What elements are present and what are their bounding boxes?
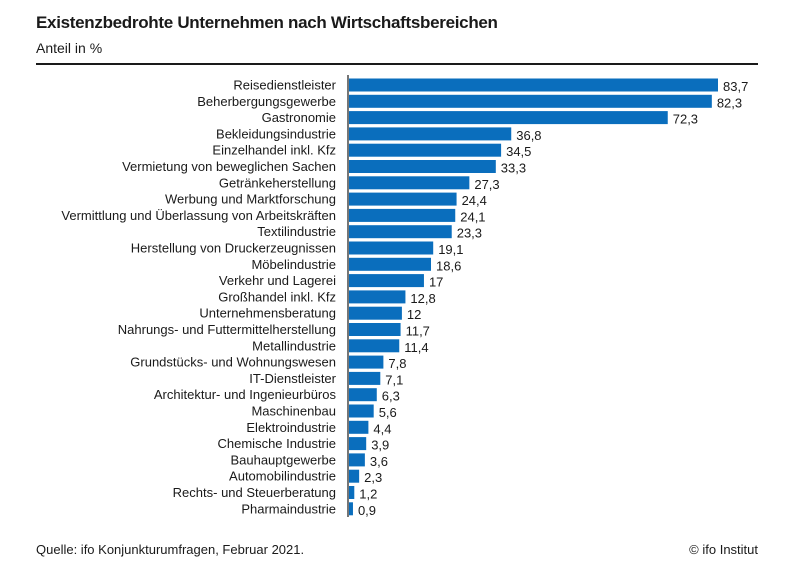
category-label: Bauhauptgewerbe xyxy=(230,452,336,467)
data-label: 5,6 xyxy=(379,405,397,420)
data-label: 24,1 xyxy=(460,209,485,224)
category-label: Elektroindustrie xyxy=(246,420,336,435)
chart-title: Existenzbedrohte Unternehmen nach Wirtsc… xyxy=(36,13,498,32)
category-label: Großhandel inkl. Kfz xyxy=(218,289,336,304)
copyright-note: © ifo Institut xyxy=(689,542,758,557)
data-label: 12 xyxy=(407,307,421,322)
data-label: 3,9 xyxy=(371,438,389,453)
bar xyxy=(349,143,502,157)
data-label: 36,8 xyxy=(516,128,541,143)
data-label: 3,6 xyxy=(370,454,388,469)
category-label: Herstellung von Druckerzeugnissen xyxy=(131,241,336,256)
data-label: 18,6 xyxy=(436,258,461,273)
bar xyxy=(349,502,353,516)
category-label: Vermittlung und Überlassung von Arbeitsk… xyxy=(61,208,336,223)
source-note: Quelle: ifo Konjunkturumfragen, Februar … xyxy=(36,542,305,557)
bar xyxy=(349,290,406,304)
bar xyxy=(349,469,360,483)
chart-subtitle: Anteil in % xyxy=(36,40,103,56)
data-label: 83,7 xyxy=(723,79,748,94)
bar xyxy=(349,94,712,108)
bar xyxy=(349,371,381,385)
category-label: Nahrungs- und Futtermittelherstellung xyxy=(118,322,336,337)
category-label: Pharmaindustrie xyxy=(241,501,336,516)
category-label: Möbelindustrie xyxy=(251,257,336,272)
bar xyxy=(349,323,401,336)
bar xyxy=(349,453,365,467)
bar xyxy=(349,404,374,418)
data-label: 17 xyxy=(429,275,443,290)
category-label: Textilindustrie xyxy=(257,224,336,239)
data-label: 72,3 xyxy=(673,112,698,127)
data-label: 0,9 xyxy=(358,503,376,518)
bar xyxy=(349,127,512,141)
bar xyxy=(349,437,367,451)
data-label: 82,3 xyxy=(717,95,742,110)
bar xyxy=(349,192,457,206)
bar xyxy=(349,241,434,255)
bar xyxy=(349,225,452,239)
category-label: Automobilindustrie xyxy=(229,469,336,484)
category-label: Unternehmensberatung xyxy=(199,306,336,321)
data-label: 33,3 xyxy=(501,161,526,176)
data-label: 11,7 xyxy=(406,324,430,339)
category-label: IT-Dienstleister xyxy=(249,371,336,386)
category-label: Beherbergungsgewerbe xyxy=(197,94,336,109)
bar xyxy=(349,274,424,288)
bar xyxy=(349,355,384,369)
bar xyxy=(349,111,668,125)
category-label: Grundstücks- und Wohnungswesen xyxy=(130,355,336,370)
data-label: 24,4 xyxy=(462,193,487,208)
data-label: 4,4 xyxy=(373,421,391,436)
bar xyxy=(349,257,431,271)
data-label: 1,2 xyxy=(359,487,377,502)
category-label: Chemische Industrie xyxy=(218,436,337,451)
data-label: 34,5 xyxy=(506,144,531,159)
data-label: 12,8 xyxy=(410,291,435,306)
bar xyxy=(349,176,470,190)
category-label: Bekleidungsindustrie xyxy=(216,126,336,141)
data-label: 23,3 xyxy=(457,226,482,241)
category-label: Maschinenbau xyxy=(251,404,336,419)
bar xyxy=(349,420,369,434)
bar xyxy=(349,388,377,402)
data-label: 7,8 xyxy=(388,356,406,371)
data-label: 6,3 xyxy=(382,389,400,404)
title-divider xyxy=(36,63,758,65)
category-label: Reisedienstleister xyxy=(233,78,336,93)
data-label: 19,1 xyxy=(438,242,463,257)
data-label: 27,3 xyxy=(474,177,499,192)
bar xyxy=(349,306,402,320)
category-label: Getränkeherstellung xyxy=(219,175,336,190)
category-label: Werbung und Marktforschung xyxy=(165,192,336,207)
bar xyxy=(349,486,355,499)
category-label: Rechts- und Steuerberatung xyxy=(173,485,336,500)
data-label: 2,3 xyxy=(364,470,382,485)
category-label: Gastronomie xyxy=(262,110,336,125)
bar xyxy=(349,208,456,222)
category-label: Architektur- und Ingenieurbüros xyxy=(154,387,337,402)
data-label: 7,1 xyxy=(385,372,403,387)
bar xyxy=(349,339,400,353)
bar xyxy=(349,160,496,173)
category-label: Verkehr und Lagerei xyxy=(219,273,336,288)
category-label: Vermietung von beweglichen Sachen xyxy=(122,159,336,174)
data-label: 11,4 xyxy=(404,340,428,355)
category-label: Metallindustrie xyxy=(252,338,336,353)
category-label: Einzelhandel inkl. Kfz xyxy=(212,143,336,158)
bar xyxy=(349,78,718,92)
